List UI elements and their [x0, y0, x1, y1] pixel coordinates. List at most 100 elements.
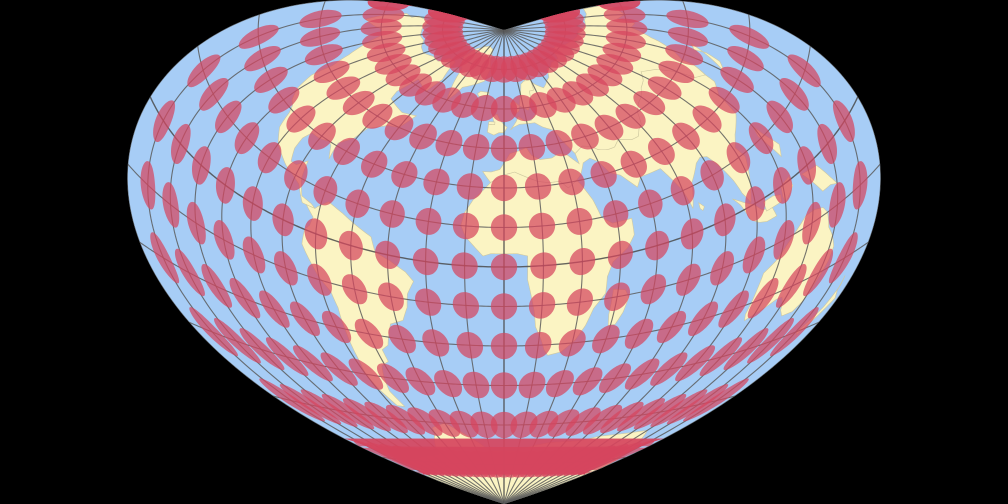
tissot-indicatrix: [333, 137, 360, 165]
tissot-indicatrix: [189, 307, 238, 357]
tissot-indicatrix: [624, 318, 654, 349]
tissot-indicatrix: [153, 100, 176, 143]
tissot-indicatrix: [174, 248, 205, 297]
tissot-indicatrix: [797, 146, 817, 185]
tissot-indicatrix: [239, 328, 285, 371]
tissot-indicatrix: [604, 282, 630, 311]
tissot-indicatrix: [289, 301, 320, 337]
tissot-indicatrix: [342, 90, 375, 116]
tissot-indicatrix: [238, 24, 279, 49]
tissot-indicatrix: [747, 318, 794, 364]
tissot-indicatrix: [688, 301, 719, 337]
tissot-indicatrix: [187, 54, 221, 88]
tissot-indicatrix: [259, 378, 325, 422]
tissot-indicatrix: [650, 352, 688, 386]
tissot-indicatrix: [259, 290, 290, 328]
tissot-indicatrix: [633, 90, 666, 116]
tissot-indicatrix: [361, 150, 388, 178]
tissot-indicatrix: [566, 208, 593, 235]
tissot-indicatrix: [582, 404, 623, 435]
tissot-indicatrix: [338, 230, 363, 261]
tissot-indicatrix: [656, 310, 687, 344]
tissot-indicatrix: [658, 60, 695, 84]
tissot-indicatrix: [566, 288, 593, 316]
tissot-indicatrix: [667, 27, 708, 47]
tissot-indicatrix: [648, 137, 675, 165]
tissot-indicatrix: [470, 411, 498, 439]
tissot-indicatrix: [150, 232, 180, 284]
tissot-indicatrix: [412, 248, 439, 276]
tissot-indicatrix: [775, 264, 807, 308]
landmass: [690, 42, 731, 85]
tissot-indicatrix: [385, 404, 426, 435]
tissot-indicatrix: [528, 212, 556, 240]
tissot-indicatrix: [313, 176, 338, 206]
tissot-indicatrix: [304, 44, 343, 66]
tissot-indicatrix: [518, 371, 546, 399]
tissot-indicatrix: [672, 122, 700, 150]
tissot-indicatrix: [140, 161, 156, 210]
tissot-indicatrix: [308, 122, 336, 150]
tissot-indicatrix: [779, 77, 809, 111]
tissot-indicatrix: [171, 123, 191, 165]
tissot-indicatrix: [708, 86, 740, 114]
tissot-indicatrix: [787, 54, 821, 88]
tissot-indicatrix: [456, 173, 484, 200]
tissot-indicatrix: [300, 389, 358, 427]
tissot-indicatrix: [770, 307, 819, 357]
tissot-indicatrix: [666, 384, 729, 425]
tissot-indicatrix: [726, 142, 751, 174]
landmass: [698, 202, 705, 211]
tissot-indicatrix: [545, 130, 573, 157]
tissot-indicatrix: [569, 248, 596, 276]
tissot-indicatrix: [274, 251, 298, 286]
tissot-indicatrix: [490, 293, 518, 320]
tissot-indicatrix: [265, 337, 309, 376]
tissot-indicatrix: [341, 274, 368, 305]
tissot-indicatrix: [600, 401, 644, 434]
tissot-indicatrix: [300, 27, 341, 47]
tissot-indicatrix: [362, 103, 393, 129]
tissot-indicatrix: [379, 200, 405, 228]
tissot-indicatrix: [405, 367, 436, 396]
tissot-indicatrix: [852, 161, 868, 210]
tissot-indicatrix: [490, 253, 518, 281]
tissot-indicatrix: [490, 214, 518, 241]
tissot-indicatrix: [348, 358, 384, 390]
tissot-indicatrix: [162, 182, 180, 228]
tissot-indicatrix: [599, 363, 632, 393]
tissot-indicatrix: [321, 394, 375, 430]
tissot-indicatrix: [345, 438, 665, 475]
tissot-indicatrix: [376, 363, 409, 393]
tissot-indicatrix: [617, 398, 665, 432]
tissot-indicatrix: [766, 100, 793, 134]
tissot-indicatrix: [286, 105, 316, 133]
tissot-indicatrix: [666, 9, 709, 29]
tissot-indicatrix: [699, 337, 743, 376]
tissot-indicatrix: [199, 77, 229, 111]
tissot-indicatrix: [633, 394, 687, 430]
tissot-indicatrix: [391, 161, 418, 188]
tissot-indicatrix: [720, 66, 754, 93]
tissot-indicatrix: [462, 371, 490, 399]
tissot-indicatrix: [530, 252, 557, 279]
tissot-indicatrix: [665, 44, 704, 66]
tissot-indicatrix: [723, 328, 769, 371]
tissot-indicatrix: [572, 367, 603, 396]
tissot-indicatrix: [388, 324, 416, 354]
tissot-indicatrix: [462, 133, 490, 161]
tissot-indicatrix: [451, 252, 478, 279]
tissot-indicatrix: [422, 329, 450, 357]
tissot-indicatrix: [683, 378, 749, 422]
tissot-indicatrix: [710, 251, 734, 286]
tissot-indicatrix: [268, 86, 300, 114]
tissot-indicatrix: [321, 310, 352, 344]
tissot-indicatrix: [528, 292, 556, 319]
tissot-indicatrix: [201, 264, 233, 308]
tissot-indicatrix: [428, 409, 461, 437]
tissot-indicatrix: [817, 123, 837, 165]
tissot-indicatrix: [647, 76, 682, 100]
tissot-indicatrix: [828, 182, 846, 228]
landmass: [488, 121, 496, 125]
